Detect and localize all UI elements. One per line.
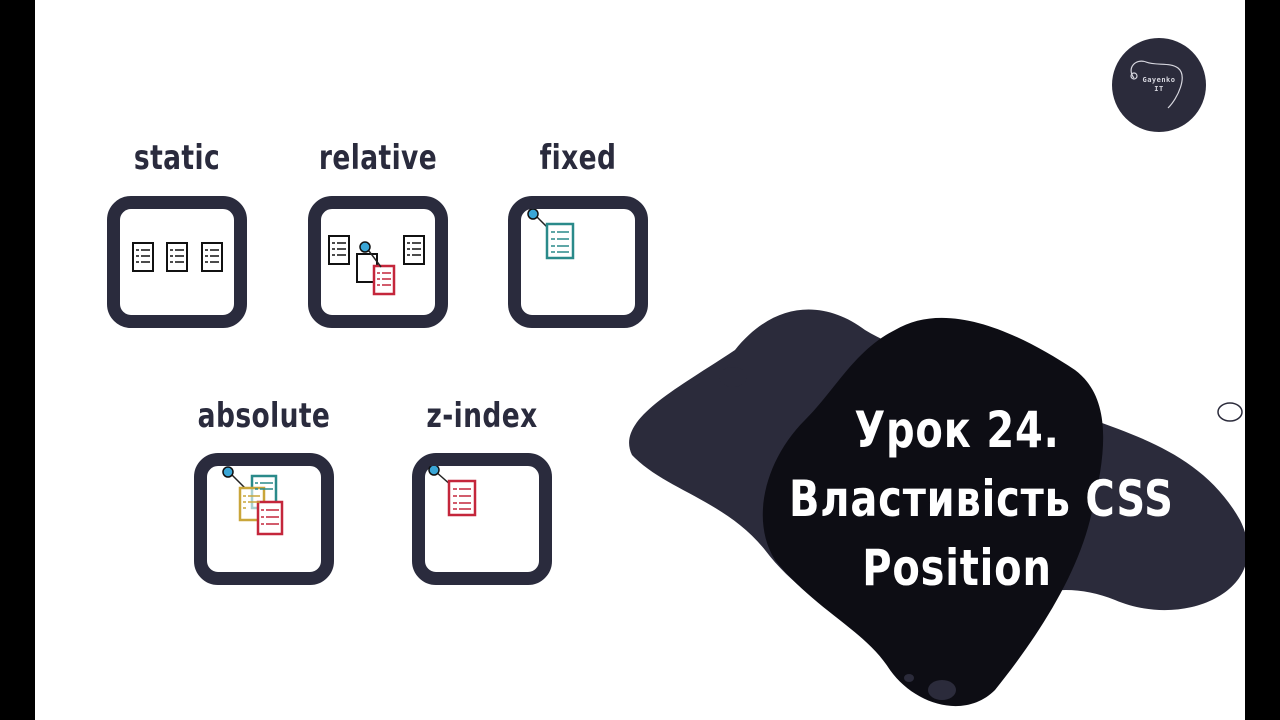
label-static: static <box>133 138 221 178</box>
logo-mark-icon <box>1130 60 1183 109</box>
absolute-card <box>194 453 334 585</box>
fixed-card <box>508 196 648 328</box>
relative-card <box>308 196 448 328</box>
slide: static relative fixed <box>35 0 1245 720</box>
label-z-index: z-index <box>426 396 538 436</box>
label-absolute: absolute <box>197 396 331 436</box>
decorative-blob <box>629 309 1245 707</box>
fixed-position-icon <box>527 209 575 260</box>
title-line-1: Урок 24. <box>854 401 1060 459</box>
z-index-icon <box>428 466 477 517</box>
title-line-2: Властивість CSS <box>789 470 1174 528</box>
lesson-title: Урок 24. Властивість CSS Position <box>789 396 1174 603</box>
relative-position-icon <box>328 235 425 296</box>
title-line-3: Position <box>862 539 1052 597</box>
channel-logo: Gayenko IT <box>1112 38 1206 132</box>
static-position-icon <box>132 242 223 272</box>
label-relative: relative <box>318 138 438 178</box>
static-card <box>107 196 247 328</box>
z-index-card <box>412 453 552 585</box>
absolute-position-icon <box>222 466 284 536</box>
logo-text: Gayenko IT <box>1142 76 1176 93</box>
label-fixed: fixed <box>539 138 617 178</box>
